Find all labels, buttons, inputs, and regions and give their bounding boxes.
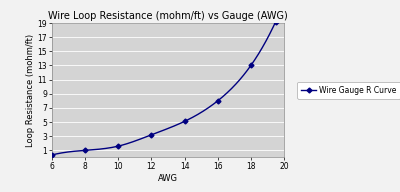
Wire Gauge R Curve: [83, 149, 88, 151]
Wire Gauge R Curve: [149, 134, 154, 136]
Wire Gauge R Curve: [182, 120, 187, 122]
Wire Gauge R Curve: [215, 100, 220, 102]
X-axis label: AWG: AWG: [158, 174, 178, 183]
Wire Gauge R Curve: [50, 154, 54, 156]
Title: Wire Loop Resistance (mohm/ft) vs Gauge (AWG): Wire Loop Resistance (mohm/ft) vs Gauge …: [48, 11, 288, 21]
Wire Gauge R Curve: [116, 145, 121, 147]
Legend: Wire Gauge R Curve: Wire Gauge R Curve: [297, 82, 400, 98]
Wire Gauge R Curve: [248, 64, 253, 67]
Wire Gauge R Curve: [273, 21, 278, 23]
Y-axis label: Loop Resistance (mohm/ft): Loop Resistance (mohm/ft): [26, 34, 35, 147]
Line: Wire Gauge R Curve: Wire Gauge R Curve: [50, 20, 278, 157]
